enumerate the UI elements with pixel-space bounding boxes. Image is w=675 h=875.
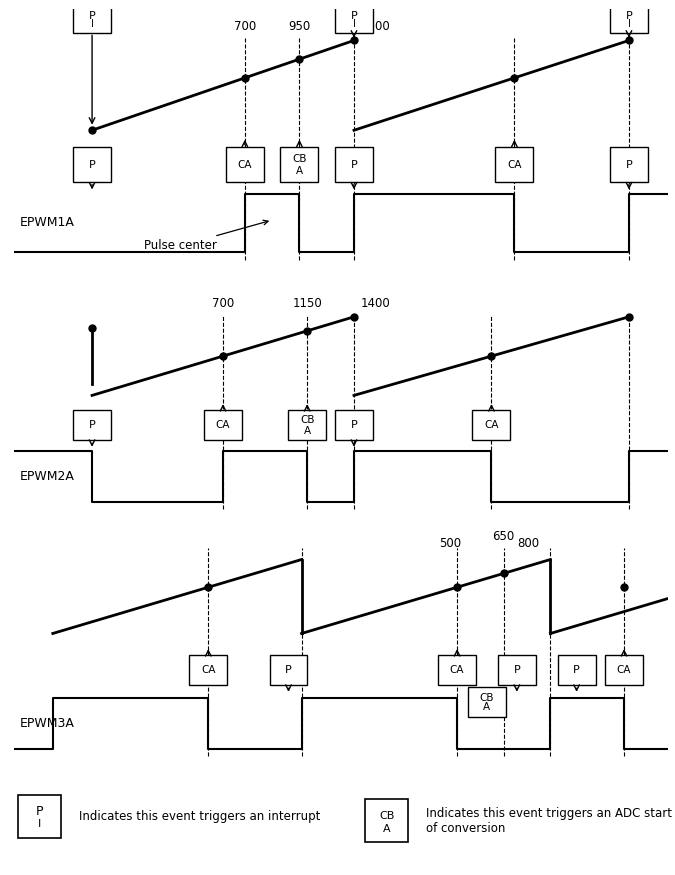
Text: 1150: 1150 [292,297,322,310]
Bar [498,655,536,685]
Bar [269,655,308,685]
Bar [610,6,648,32]
Text: EPWM3A: EPWM3A [20,718,75,730]
Text: CA: CA [617,666,631,676]
Text: I: I [628,19,630,29]
Text: 950: 950 [288,19,310,32]
Bar [73,410,111,440]
Text: CA: CA [216,421,230,430]
Text: 1400: 1400 [360,297,390,310]
Bar [438,655,476,685]
Text: 700: 700 [234,19,256,32]
Text: P: P [88,159,95,170]
Bar [189,655,227,685]
Bar [73,6,111,32]
Text: EPWM1A: EPWM1A [20,216,75,229]
Bar [288,410,326,440]
Bar [335,410,373,440]
Text: P: P [350,159,357,170]
Bar [472,410,510,440]
Text: A: A [304,426,310,436]
Text: CA: CA [238,159,252,170]
Bar [204,410,242,440]
Text: I: I [352,19,356,29]
Text: P: P [36,805,43,818]
Text: 700: 700 [212,297,234,310]
Text: CB: CB [480,693,494,703]
Bar [73,147,111,182]
Text: 800: 800 [517,537,539,550]
Text: A: A [383,823,391,834]
Bar [280,147,319,182]
Bar [605,655,643,685]
Text: 650: 650 [493,530,515,543]
Bar [226,147,264,182]
Text: Indicates this event triggers an interrupt: Indicates this event triggers an interru… [79,810,321,823]
Bar [365,800,408,843]
Text: 1200: 1200 [360,19,390,32]
Text: CA: CA [450,666,464,676]
Text: CB: CB [292,154,306,164]
Text: EPWM2A: EPWM2A [20,470,75,483]
Text: Pulse center: Pulse center [144,220,268,252]
Text: A: A [296,165,303,176]
Bar [558,655,595,685]
Text: P: P [626,159,632,170]
Text: CA: CA [507,159,522,170]
Text: CB: CB [379,811,394,821]
Bar [495,147,533,182]
Text: P: P [285,666,292,676]
Text: Indicates this event triggers an ADC start
of conversion: Indicates this event triggers an ADC sta… [426,807,672,835]
Text: I: I [38,820,41,829]
Text: CA: CA [484,421,499,430]
Text: P: P [573,666,580,676]
Bar [610,147,648,182]
Bar [468,687,506,717]
Text: 500: 500 [439,537,462,550]
Text: P: P [350,11,357,21]
Text: P: P [626,11,632,21]
Text: CA: CA [201,666,215,676]
Bar [335,6,373,32]
Text: P: P [88,11,95,21]
Bar [18,795,61,838]
Text: CB: CB [300,416,315,425]
Text: P: P [88,421,95,430]
Text: P: P [350,421,357,430]
Text: P: P [514,666,520,676]
Text: A: A [483,703,491,712]
Bar [335,147,373,182]
Text: I: I [90,19,94,29]
